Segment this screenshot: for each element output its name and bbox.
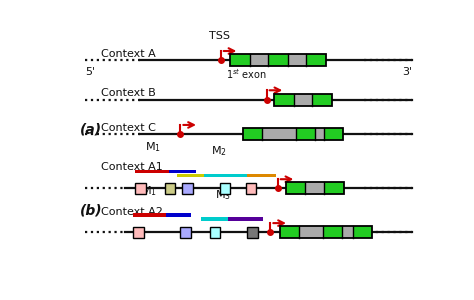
Bar bbox=[268, 54, 288, 66]
Text: 1$^{st}$ exon: 1$^{st}$ exon bbox=[227, 67, 267, 81]
Bar bbox=[230, 54, 326, 66]
Bar bbox=[204, 174, 246, 177]
Bar bbox=[299, 226, 323, 238]
Text: Context A1: Context A1 bbox=[101, 162, 163, 172]
Bar bbox=[294, 94, 312, 106]
Text: M$_{2}$: M$_{2}$ bbox=[211, 145, 227, 158]
Bar bbox=[324, 128, 343, 140]
Text: M$_{1}$: M$_{1}$ bbox=[145, 140, 161, 154]
Bar bbox=[306, 54, 326, 66]
Bar bbox=[135, 183, 146, 194]
Bar bbox=[165, 183, 175, 194]
Bar bbox=[312, 94, 332, 106]
Bar bbox=[243, 128, 262, 140]
Text: M$_{3}$: M$_{3}$ bbox=[215, 188, 231, 202]
Text: Context B: Context B bbox=[101, 88, 156, 98]
Bar bbox=[230, 54, 250, 66]
Bar bbox=[288, 54, 306, 66]
Bar bbox=[228, 217, 263, 220]
Bar bbox=[323, 226, 342, 238]
Bar bbox=[296, 128, 315, 140]
Text: Context A: Context A bbox=[101, 49, 156, 59]
Bar bbox=[286, 182, 305, 194]
Bar bbox=[166, 213, 191, 217]
Text: (b): (b) bbox=[80, 203, 102, 218]
Bar bbox=[274, 94, 294, 106]
Bar bbox=[286, 182, 344, 194]
Bar bbox=[353, 226, 372, 238]
Bar bbox=[133, 227, 144, 238]
Bar bbox=[305, 182, 325, 194]
Bar bbox=[246, 183, 256, 194]
Bar bbox=[210, 227, 220, 238]
Bar bbox=[280, 226, 299, 238]
Bar bbox=[177, 174, 204, 177]
Text: Context A2: Context A2 bbox=[101, 207, 164, 217]
Bar bbox=[133, 213, 166, 217]
Bar bbox=[262, 128, 296, 140]
Bar bbox=[246, 227, 258, 238]
Bar bbox=[220, 183, 230, 194]
Bar bbox=[250, 54, 268, 66]
Text: Context C: Context C bbox=[101, 123, 156, 133]
Bar bbox=[325, 182, 344, 194]
Bar bbox=[342, 226, 353, 238]
Bar bbox=[246, 174, 276, 177]
Bar bbox=[135, 169, 169, 173]
Text: (a): (a) bbox=[80, 123, 101, 136]
Text: M$_{1}$: M$_{1}$ bbox=[141, 184, 157, 198]
Bar bbox=[280, 226, 372, 238]
Text: 5': 5' bbox=[85, 67, 95, 77]
Bar bbox=[182, 183, 192, 194]
Bar bbox=[169, 169, 196, 173]
Bar bbox=[274, 94, 332, 106]
Text: TSS: TSS bbox=[209, 31, 229, 41]
Bar bbox=[181, 227, 191, 238]
Bar bbox=[243, 128, 343, 140]
Text: 3': 3' bbox=[402, 67, 412, 77]
Bar bbox=[315, 128, 324, 140]
Bar bbox=[201, 217, 228, 220]
